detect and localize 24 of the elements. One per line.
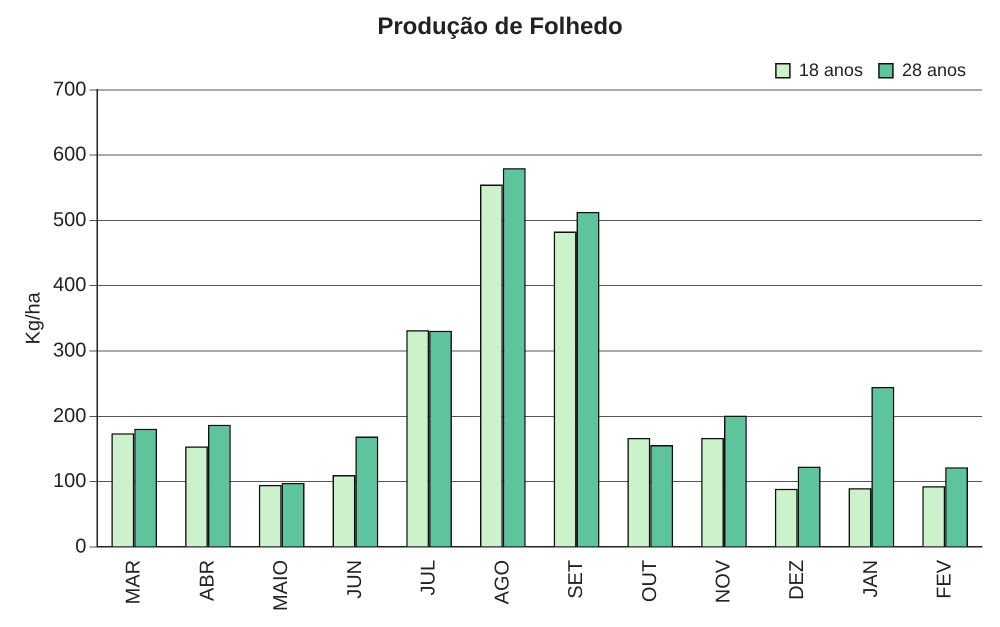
legend-label: 28 anos	[902, 60, 966, 80]
y-tick-label: 100	[52, 470, 86, 492]
y-tick-label: 400	[52, 274, 86, 296]
y-tick-label: 0	[75, 535, 86, 558]
x-tick-label: FEV	[934, 559, 956, 599]
x-tick-label: SET	[565, 560, 588, 599]
x-tick-label: NOV	[712, 559, 734, 604]
x-tick-label: JUN	[344, 560, 366, 599]
x-tick-label: DEZ	[786, 560, 808, 600]
x-tick-label: ABR	[196, 560, 218, 602]
y-tick-label: 600	[52, 144, 86, 166]
y-tick-label: 200	[52, 404, 86, 427]
x-tick-label: AGO	[491, 560, 514, 604]
x-tick-label: JAN	[860, 560, 882, 598]
y-axis-title: Kg/ha	[22, 291, 45, 344]
legend-label: 18 anos	[798, 60, 863, 80]
y-tick-label: 700	[52, 78, 86, 100]
y-tick-label: 300	[52, 340, 86, 362]
x-tick-label: MAIO	[270, 560, 292, 612]
y-tick-label: 500	[52, 208, 86, 231]
chart-title: Produção de Folhedo	[377, 13, 623, 40]
x-tick-label: JUL	[418, 560, 440, 596]
x-tick-label: MAR	[122, 560, 145, 604]
x-tick-label: OUT	[638, 560, 661, 602]
